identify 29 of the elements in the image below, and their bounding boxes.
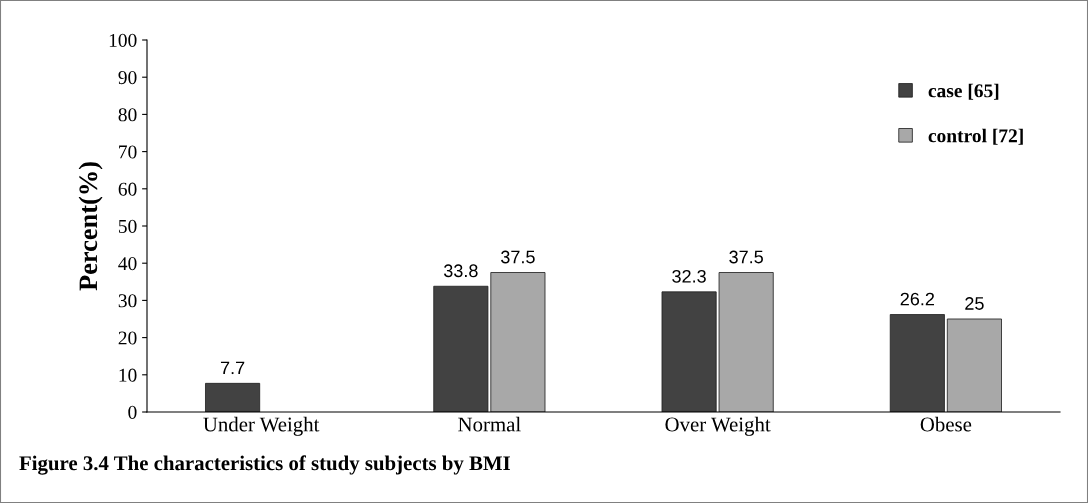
legend-label: control [72] (928, 128, 1023, 145)
y-tick-label: 90 (118, 71, 137, 85)
y-tick-label: 100 (109, 33, 137, 47)
y-tick-label: 50 (118, 219, 137, 233)
y-tick-label: 40 (118, 257, 137, 271)
data-label: 37.5 (501, 250, 535, 264)
x-tick-label: Over Weight (665, 416, 771, 436)
text: Figure 3.4 The characteristics of study subjects by BMI (19, 455, 510, 475)
bar (889, 314, 945, 412)
y-tick-label: 10 (119, 368, 137, 382)
bar (205, 382, 261, 412)
legend-label: case [65] (928, 83, 999, 100)
y-tick-label: 80 (118, 108, 137, 122)
data-label: 33.8 (443, 264, 478, 278)
x-tick-label: Normal (458, 416, 521, 432)
y-tick-label: 60 (118, 182, 137, 196)
y-tick-label: 20 (118, 331, 137, 345)
data-label: 37.5 (729, 250, 763, 264)
data-label: 7.7 (220, 361, 245, 375)
y-tick-label: 70 (119, 145, 137, 159)
bar (946, 318, 1002, 412)
y-tick-label: 30 (118, 294, 137, 308)
x-tick-label: Under Weight (203, 416, 320, 436)
data-label: 25 (965, 297, 984, 310)
x-tick-label: Obese (920, 416, 972, 432)
data-label: 32.3 (672, 269, 706, 283)
data-label: 26.2 (900, 292, 935, 306)
y-tick-label: 0 (128, 405, 137, 419)
y-axis-title: Percent(%) (78, 162, 103, 291)
